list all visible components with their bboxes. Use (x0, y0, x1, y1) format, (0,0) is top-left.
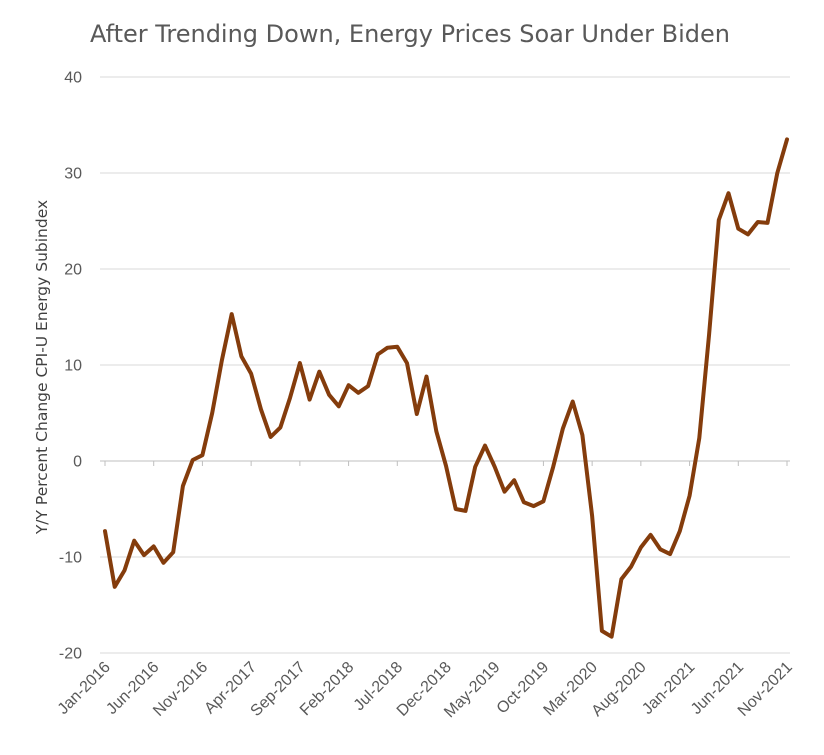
data-point: Mar-2021: 13.2 (707, 332, 711, 336)
data-point: Mar-2016: -11.4 (122, 568, 126, 572)
data-point: Aug-2018: 10.2 (405, 361, 409, 365)
data-point: Jun-2016: -8.9 (152, 544, 156, 548)
data-point: Aug-2017: 6.6 (288, 396, 292, 400)
y-tick-label: 0 (73, 454, 82, 471)
y-axis-ticks: 40 30 20 10 0 -10 -20 (59, 70, 82, 663)
data-point: Dec-2019: 3.4 (561, 426, 565, 430)
data-point: Nov-2016: 0.6 (200, 453, 204, 457)
data-point: Apr-2020: -17.7 (600, 629, 604, 633)
x-axis-ticks: Jan-2016Jun-2016Nov-2016Apr-2017Sep-2017… (55, 461, 796, 721)
data-point: Jan-2017: 10.5 (220, 358, 224, 362)
data-point: Apr-2021: 25.1 (717, 218, 721, 222)
data-point: Jul-2016: -10.6 (161, 561, 165, 565)
data-point: Aug-2021: 24.9 (756, 220, 760, 224)
data-point: Sep-2017: 10.2 (298, 361, 302, 365)
data-point: Jun-2020: -12.3 (619, 577, 623, 581)
data-point: Sep-2019: -4.7 (532, 504, 536, 508)
data-point: Sep-2018: 4.9 (415, 412, 419, 416)
data-point: Nov-2017: 9.3 (317, 370, 321, 374)
y-tick-label: 10 (64, 358, 82, 375)
data-point: Dec-2016: 5 (210, 411, 214, 415)
data-point: Sep-2021: 24.8 (766, 221, 770, 225)
data-point: Mar-2018: 7.1 (356, 391, 360, 395)
data-point: Jan-2020: 6.2 (571, 399, 575, 403)
data-point: May-2019: -0.6 (493, 465, 497, 469)
data-point: Jun-2019: -3.2 (502, 490, 506, 494)
y-axis-label: Y/Y Percent Change CPI-U Energy Subindex (33, 200, 51, 535)
data-point: May-2018: 11.1 (376, 352, 380, 356)
data-point: Apr-2017: 9.1 (249, 372, 253, 376)
series-energy-cpi: Jan-2016: -7.3 Feb-2016: -13.1 Mar-2016: -… (103, 137, 789, 639)
data-point: Aug-2016: -9.5 (171, 550, 175, 554)
data-point: Jul-2020: -11 (629, 565, 633, 569)
data-point: Oct-2016: 0.1 (191, 458, 195, 462)
data-point: May-2016: -9.8 (142, 553, 146, 557)
data-point: Sep-2016: -2.6 (181, 484, 185, 488)
data-point: Feb-2017: 15.3 (230, 312, 234, 316)
data-point: Oct-2017: 6.4 (308, 398, 312, 402)
y-tick-label: -20 (59, 646, 82, 663)
data-point: Feb-2021: 2.4 (697, 436, 701, 440)
data-point: Jan-2016: -7.3 (103, 529, 107, 533)
y-tick-label: 40 (64, 70, 82, 87)
data-point: Aug-2019: -4.3 (522, 500, 526, 504)
data-point: Jan-2021: -3.6 (688, 494, 692, 498)
data-point: Feb-2018: 7.9 (347, 383, 351, 387)
data-point: Sep-2020: -7.7 (649, 533, 653, 537)
data-point: Nov-2021: 33.5 (785, 137, 789, 141)
y-tick-label: -10 (59, 550, 82, 567)
data-point: Aug-2020: -9 (639, 545, 643, 549)
data-point: Dec-2018: -0.5 (444, 464, 448, 468)
data-point: Jan-2018: 5.7 (337, 404, 341, 408)
gridlines (100, 76, 790, 654)
data-point: Feb-2020: 2.7 (580, 433, 584, 437)
y-tick-label: 20 (64, 262, 82, 279)
data-point: Nov-2019: -0.6 (551, 465, 555, 469)
y-tick-label: 30 (64, 166, 82, 183)
x-tick-label: Jan-2021 (639, 659, 698, 718)
data-point: Jan-2019: -5 (454, 507, 458, 511)
data-point: Jul-2018: 11.9 (395, 345, 399, 349)
data-point: Nov-2020: -9.7 (668, 552, 672, 556)
data-point: Jul-2019: -2 (512, 478, 516, 482)
x-tick-label: Feb-2018 (297, 659, 358, 720)
data-point: May-2017: 5.4 (259, 407, 263, 411)
data-point: Mar-2017: 10.9 (239, 354, 243, 358)
series-line (103, 137, 789, 639)
data-point: Jun-2021: 24.2 (736, 227, 740, 231)
data-point: Jun-2017: 2.5 (269, 435, 273, 439)
data-point: May-2021: 27.9 (727, 191, 731, 195)
data-point: Jul-2021: 23.6 (746, 232, 750, 236)
data-point: Feb-2019: -5.2 (463, 509, 467, 513)
data-point: Feb-2016: -13.1 (113, 585, 117, 589)
data-point: Oct-2018: 8.8 (425, 375, 429, 379)
x-tick-label: Jan-2016 (55, 659, 114, 718)
data-point: Oct-2019: -4.2 (541, 499, 545, 503)
data-point: Jun-2018: 11.8 (386, 346, 390, 350)
chart-title: After Trending Down, Energy Prices Soar … (90, 20, 730, 48)
data-point: Mar-2019: -0.6 (473, 465, 477, 469)
data-point: Apr-2018: 7.8 (366, 384, 370, 388)
data-point: Dec-2017: 6.9 (327, 393, 331, 397)
data-point: Mar-2020: -5.7 (590, 514, 594, 518)
data-point: May-2020: -18.3 (610, 635, 614, 639)
data-point: Oct-2020: -9.2 (658, 547, 662, 551)
data-point: Apr-2016: -8.3 (132, 539, 136, 543)
data-point: Oct-2021: 30 (775, 171, 779, 175)
data-point: Jul-2017: 3.5 (278, 425, 282, 429)
data-point: Nov-2018: 3.1 (434, 429, 438, 433)
data-point: Dec-2020: -7.3 (678, 529, 682, 533)
data-point: Apr-2019: 1.6 (483, 444, 487, 448)
